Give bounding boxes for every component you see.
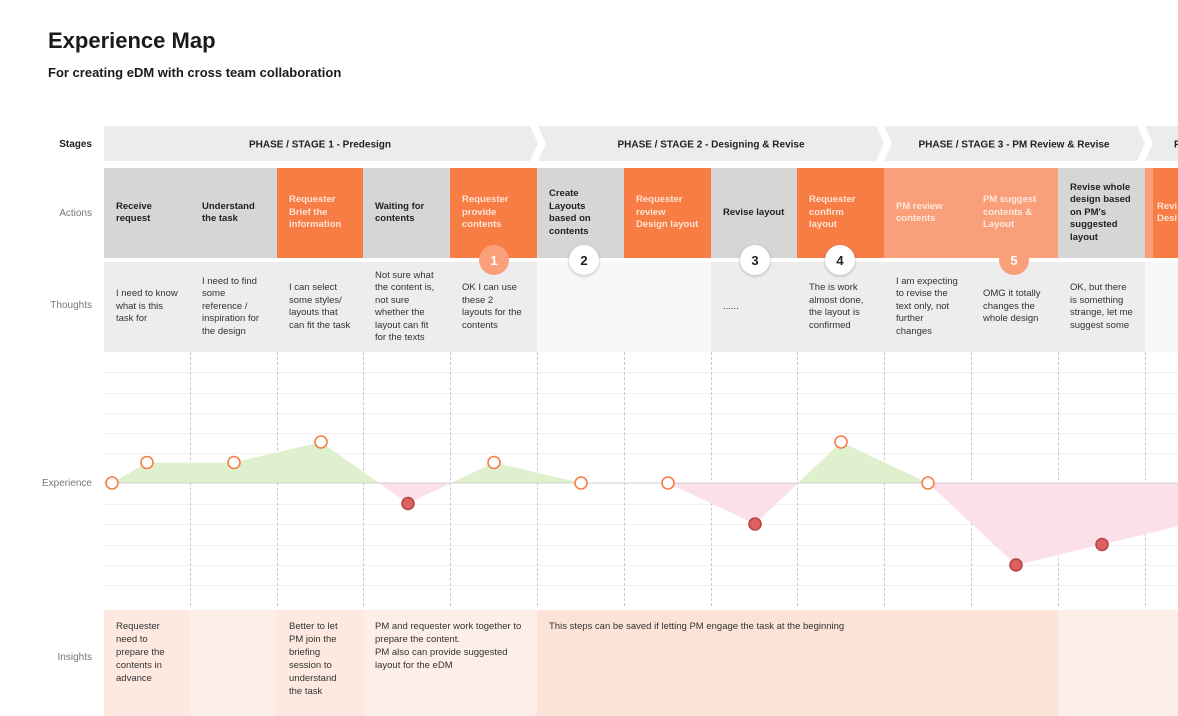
stage-1-label: PHASE / STAGE 1 - Predesign: [249, 140, 391, 151]
row-label-stages: Stages: [59, 139, 92, 150]
grid-line: [104, 453, 1178, 454]
stage-4-arrow: [1145, 126, 1178, 161]
grid-line: [104, 372, 1178, 373]
column-divider: [1145, 352, 1146, 606]
positive-area: [451, 462, 581, 483]
grid-line: [104, 585, 1178, 586]
action-cell: PM review contents: [884, 168, 971, 258]
stage-3-label: PHASE / STAGE 3 - PM Review & Revise: [919, 140, 1110, 151]
action-cell: Create Layouts based on contents: [537, 168, 624, 258]
action-cell: PM suggest contents & Layout: [971, 168, 1058, 258]
thought-cell: [537, 262, 624, 352]
step-badge: 5: [999, 245, 1029, 275]
experience-point: [105, 476, 119, 490]
negative-area: [379, 483, 451, 504]
page-subtitle: For creating eDM with cross team collabo…: [48, 65, 342, 80]
action-cell: Requester provide contents: [450, 168, 537, 258]
column-divider: [711, 352, 712, 606]
column-divider: [971, 352, 972, 606]
step-badge: 3: [740, 245, 770, 275]
experience-point: [487, 455, 501, 470]
row-label-experience: Experience: [41, 478, 92, 489]
thought-cell: OK I can use these 2 layouts for the con…: [450, 262, 537, 352]
stage-3-arrow: [884, 126, 1145, 161]
positive-area: [798, 442, 928, 483]
experience-point: [661, 476, 675, 490]
action-cell: Requester confirm layout: [797, 168, 884, 258]
positive-area: [112, 442, 379, 483]
grid-line: [104, 393, 1178, 394]
insight-cell: [1058, 610, 1178, 716]
experience-point: [401, 496, 415, 511]
thought-cell: The is work almost done, the layout is c…: [797, 262, 884, 352]
thought-cell: I need to know what is this task for: [104, 262, 190, 352]
thought-cell: I need to find some reference / inspirat…: [190, 262, 277, 352]
column-divider: [624, 352, 625, 606]
thought-cell: ......: [711, 262, 797, 352]
stage-2-arrow: [538, 126, 884, 161]
action-cell: Revi Desi: [1145, 168, 1178, 258]
thought-cell: [624, 262, 711, 352]
negative-area: [928, 483, 1178, 565]
insight-cell: PM and requester work together to prepar…: [363, 610, 537, 716]
grid-line: [104, 504, 1178, 505]
thought-cell: OK, but there is something strange, let …: [1058, 262, 1145, 352]
thought-cell: I am expecting to revise the text only, …: [884, 262, 971, 352]
experience-point: [834, 435, 848, 449]
stage-1-arrow: [104, 126, 538, 161]
step-badge: 1: [479, 245, 509, 275]
action-cell: Receive request: [104, 168, 190, 258]
grid-line: [104, 565, 1178, 566]
experience-point: [748, 517, 762, 531]
stage-4-label: P: [1174, 140, 1178, 151]
experience-point: [574, 476, 588, 490]
thought-cell: OMG it totally changes the whole design: [971, 262, 1058, 352]
action-cell: Revise layout: [711, 168, 797, 258]
stage-bar: PHASE / STAGE 1 - Predesign PHASE / STAG…: [104, 126, 1178, 161]
experience-point: [921, 476, 935, 490]
action-cell: Requester review Design layout: [624, 168, 711, 258]
experience-point: [227, 455, 241, 470]
grid-line: [104, 524, 1178, 525]
experience-point: [1095, 537, 1109, 552]
thought-cell: I can select some styles/ layouts that c…: [277, 262, 363, 352]
row-label-thoughts: Thoughts: [50, 300, 92, 311]
page-title: Experience Map: [48, 28, 216, 53]
column-divider: [1058, 352, 1059, 606]
insight-cell: [190, 610, 277, 716]
row-label-insights: Insights: [57, 652, 92, 663]
column-divider: [450, 352, 451, 606]
insight-cell: Better to let PM join the briefing sessi…: [277, 610, 363, 716]
grid-line: [104, 433, 1178, 434]
experience-point: [140, 455, 154, 470]
insight-cell: Requester need to prepare the contents i…: [104, 610, 190, 716]
thought-cell: Not sure what the content is, not sure w…: [363, 262, 450, 352]
experience-point: [314, 435, 328, 449]
thought-cell: [1145, 262, 1178, 352]
grid-line: [104, 413, 1178, 414]
action-cell: Requester Brief the information: [277, 168, 363, 258]
action-cell: Revise whole design based on PM's sugges…: [1058, 168, 1145, 258]
action-cell: Understand the task: [190, 168, 277, 258]
row-label-actions: Actions: [59, 208, 92, 219]
stage-2-label: PHASE / STAGE 2 - Designing & Revise: [617, 140, 805, 151]
action-cell: Waiting for contents: [363, 168, 450, 258]
step-badge: 4: [825, 245, 855, 275]
negative-area: [668, 483, 798, 524]
column-divider: [797, 352, 798, 606]
insight-cell: This steps can be saved if letting PM en…: [537, 610, 1058, 716]
grid-line: [104, 545, 1178, 546]
step-badge: 2: [569, 245, 599, 275]
experience-point: [1009, 558, 1023, 572]
